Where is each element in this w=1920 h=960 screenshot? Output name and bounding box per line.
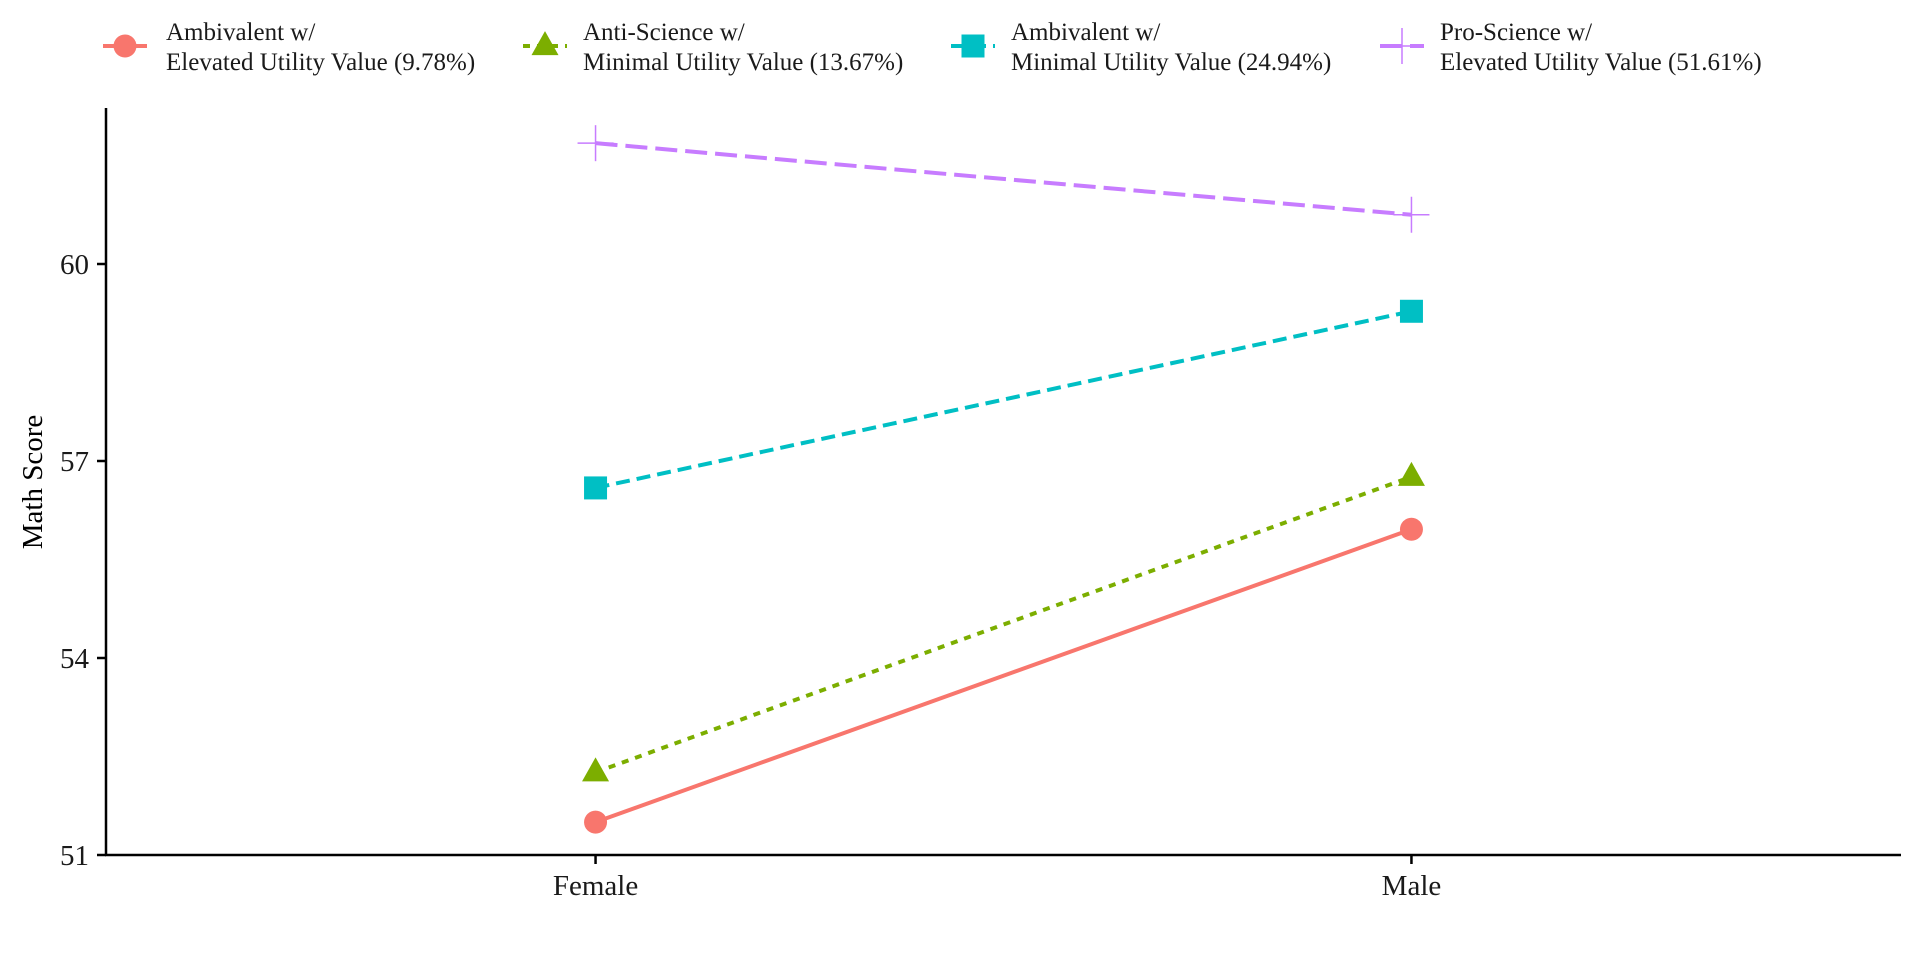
data-point-circle-female [584, 810, 608, 834]
legend-marker [531, 31, 559, 56]
data-point-cross-female [577, 125, 614, 162]
x-tick-label: Male [1382, 870, 1442, 902]
legend-item-ambivalent-elevated: Ambivalent w/ Elevated Utility Value (9.… [103, 19, 475, 76]
x-axis-ticks: Female Male [553, 855, 1441, 902]
triangle-marker-icon [523, 31, 567, 56]
legend-label-line1: Ambivalent w/ [1011, 19, 1160, 46]
legend-marker [113, 34, 137, 58]
legend-label-line1: Anti-Science w/ [583, 19, 745, 46]
legend-label-line2: Minimal Utility Value (24.94%) [1011, 49, 1331, 76]
data-point-square-male [1399, 299, 1423, 323]
y-tick-label: 60 [60, 249, 89, 281]
series-line-1 [594, 474, 1413, 775]
legend-label-line1: Pro-Science w/ [1440, 19, 1592, 46]
cross-marker-icon [1380, 28, 1424, 64]
legend-item-pro-science-elevated: Pro-Science w/ Elevated Utility Value (5… [1380, 19, 1762, 76]
y-tick-label: 57 [60, 446, 89, 478]
data-point-square-female [584, 476, 608, 500]
legend-label-line2: Elevated Utility Value (51.61%) [1440, 49, 1762, 76]
legend-label-line2: Elevated Utility Value (9.78%) [166, 49, 475, 76]
legend-marker [961, 34, 985, 58]
y-axis-ticks: 51 54 57 60 [60, 249, 106, 872]
series-line-2 [595, 309, 1412, 490]
data-point-cross-male [1393, 196, 1430, 233]
data-point-triangle-female [582, 757, 610, 782]
legend-marker [1384, 28, 1420, 64]
series-points [577, 125, 1430, 834]
square-marker-icon [951, 34, 995, 58]
legend-item-ambivalent-minimal: Ambivalent w/ Minimal Utility Value (24.… [951, 19, 1331, 76]
y-axis-title: Math Score [17, 415, 49, 550]
legend-label-line1: Ambivalent w/ [166, 19, 315, 46]
circle-marker-icon [103, 34, 147, 58]
y-tick-label: 54 [60, 643, 90, 675]
legend-label-line2: Minimal Utility Value (13.67%) [583, 49, 903, 76]
x-tick-label: Female [553, 870, 638, 902]
y-tick-label: 51 [60, 840, 89, 872]
data-point-triangle-male [1397, 461, 1425, 486]
legend: Ambivalent w/ Elevated Utility Value (9.… [103, 19, 1762, 76]
series-line-0 [594, 527, 1413, 825]
data-point-circle-male [1399, 517, 1423, 541]
series-lines [594, 141, 1413, 825]
legend-item-anti-science-minimal: Anti-Science w/ Minimal Utility Value (1… [523, 19, 903, 76]
series-line-3 [595, 141, 1412, 217]
